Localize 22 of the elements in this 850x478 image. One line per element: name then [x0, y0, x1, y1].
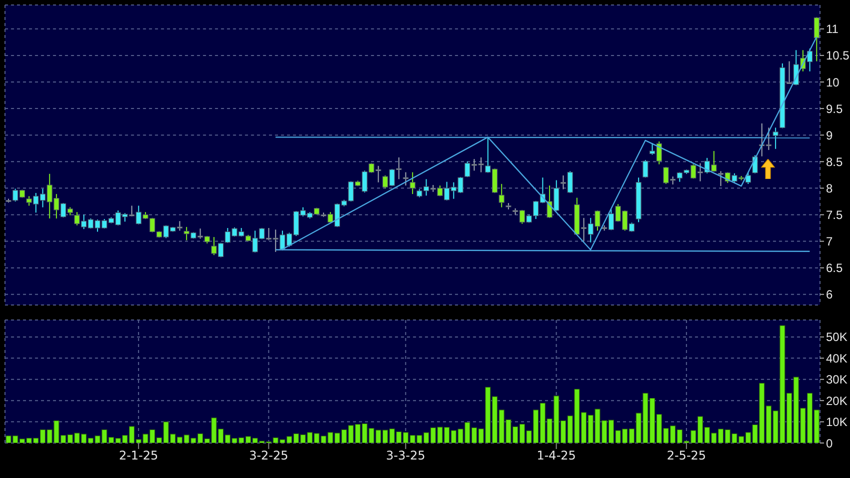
y-tick-label: 10	[826, 75, 840, 90]
y-tick-label: 30K	[826, 372, 848, 387]
x-tick-label: 2-1-25	[118, 448, 158, 463]
y-tick-label: 6.5	[826, 261, 844, 276]
y-tick-label: 50K	[826, 330, 848, 344]
y-tick-label: 40K	[826, 351, 848, 366]
y-tick-label: 8.5	[826, 154, 844, 169]
x-tick-label: 3-3-25	[386, 448, 426, 463]
y-tick-label: 9.5	[826, 102, 844, 116]
x-tick-label: 3-2-25	[249, 448, 288, 463]
y-tick-label: 0	[826, 436, 833, 450]
y-tick-label: 8	[826, 181, 833, 196]
y-tick-label: 7	[826, 234, 833, 249]
y-tick-label: 7.5	[826, 208, 844, 222]
y-tick-label: 6	[826, 288, 833, 302]
x-tick-label: 2-5-25	[666, 448, 706, 463]
y-tick-label: 20K	[826, 394, 848, 408]
y-tick-label: 9	[826, 128, 833, 142]
y-tick-label: 10K	[826, 415, 848, 430]
y-tick-label: 11	[826, 22, 839, 36]
y-tick-label: 10.5	[826, 48, 850, 63]
x-tick-label: 1-4-25	[536, 448, 576, 463]
